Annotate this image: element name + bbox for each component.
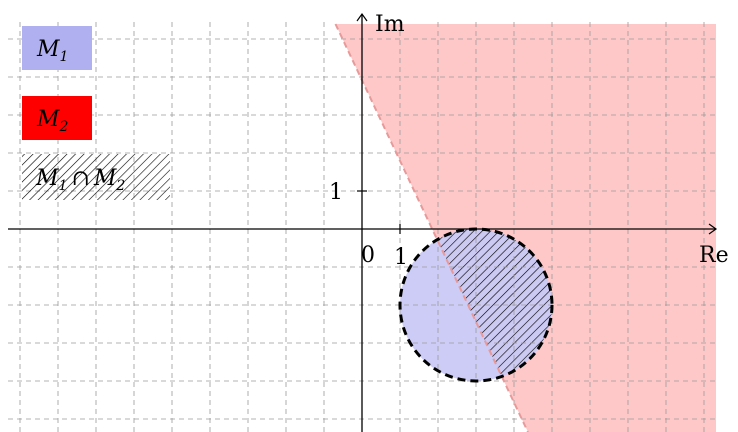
legend-int-m2: M	[93, 166, 117, 191]
legend-m2-sub: 2	[59, 119, 69, 135]
m2-half-plane-region	[335, 24, 716, 432]
origin-label: 0	[361, 243, 375, 268]
legend-m2-swatch	[22, 96, 92, 140]
legend-int-m1: M	[35, 166, 59, 191]
legend-int-cap: ∩	[71, 166, 89, 191]
legend-m2-main: M	[36, 107, 60, 132]
svg-text:M2: M2	[36, 107, 69, 135]
legend: M1 M2 M1 ∩ M2	[22, 26, 170, 200]
legend-item-m2: M2	[22, 96, 92, 140]
y-tick-label-1: 1	[329, 180, 343, 205]
x-tick-label-1: 1	[394, 245, 408, 270]
legend-m1-swatch	[22, 26, 92, 70]
svg-text:M1: M1	[36, 37, 68, 65]
legend-item-m1: M1	[22, 26, 92, 70]
imaginary-axis-arrowhead	[356, 12, 368, 22]
legend-m1-sub: 1	[60, 49, 69, 65]
x-axis-label: Re	[699, 243, 729, 268]
legend-int-sub2: 2	[115, 178, 125, 194]
svg-text:M1∩M2: M1 ∩ M2	[35, 166, 125, 194]
legend-m1-main: M	[36, 37, 60, 62]
legend-item-intersection: M1 ∩ M2	[22, 154, 170, 200]
legend-intersection-swatch	[22, 154, 170, 200]
legend-int-sub1: 1	[59, 178, 68, 194]
m2-boundary-line	[334, 23, 529, 432]
y-axis-label: Im	[375, 12, 405, 37]
real-axis-arrowhead	[708, 223, 718, 235]
